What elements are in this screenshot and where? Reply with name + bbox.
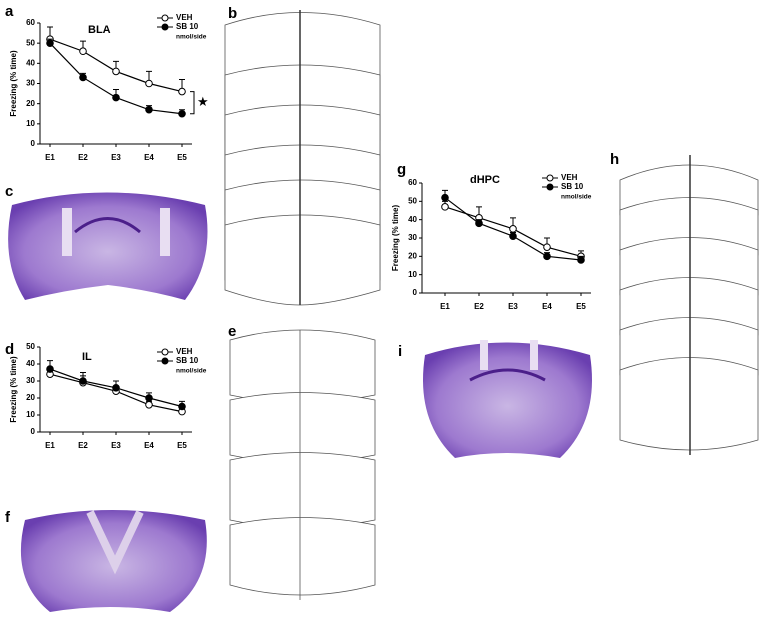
panel-label: b: [228, 5, 237, 22]
data-point: [145, 79, 153, 88]
data-point: [441, 193, 449, 202]
legend-label: VEH: [561, 173, 578, 182]
brain-photo-c: [8, 192, 208, 300]
data-point: [178, 402, 186, 411]
x-tick-label: E5: [576, 302, 586, 311]
legend-note: nmol/side: [561, 194, 592, 201]
brain-sections-h: [619, 155, 759, 455]
y-tick-label: 30: [26, 376, 35, 385]
data-point: [145, 105, 153, 114]
panel-label: c: [5, 183, 13, 200]
brain-photo-i: [423, 340, 592, 458]
legend-marker: [546, 174, 554, 182]
data-point: [577, 256, 585, 264]
y-tick-label: 40: [26, 359, 35, 368]
x-tick-label: E2: [474, 302, 484, 311]
x-tick-label: E3: [508, 302, 518, 311]
chart-title: BLA: [88, 24, 111, 36]
data-point: [46, 39, 54, 47]
panel-label: f: [5, 509, 11, 526]
y-tick-label: 50: [26, 38, 35, 47]
y-tick-label: 40: [26, 58, 35, 67]
x-tick-label: E2: [78, 153, 88, 162]
x-tick-label: E4: [144, 441, 154, 450]
y-axis-label: Freezing (% time): [391, 205, 400, 272]
data-point: [79, 73, 87, 82]
x-tick-label: E1: [45, 441, 55, 450]
legend-note: nmol/side: [176, 34, 207, 41]
x-tick-label: E4: [144, 153, 154, 162]
legend-label: SB 10: [176, 22, 199, 31]
y-tick-label: 0: [31, 427, 36, 436]
y-tick-label: 30: [408, 233, 417, 242]
annotation: ★: [197, 94, 209, 109]
data-point: [441, 203, 449, 211]
y-tick-label: 20: [408, 251, 417, 260]
x-tick-label: E1: [440, 302, 450, 311]
chart-title: IL: [82, 351, 92, 363]
data-point: [543, 243, 551, 251]
y-tick-label: 20: [26, 99, 35, 108]
x-tick-label: E1: [45, 153, 55, 162]
data-point: [509, 225, 517, 233]
data-point: [475, 219, 483, 228]
legend-label: VEH: [176, 13, 193, 22]
y-tick-label: 10: [408, 270, 417, 279]
legend-label: VEH: [176, 347, 193, 356]
data-point: [112, 93, 120, 102]
x-tick-label: E5: [177, 153, 187, 162]
series-line: [49, 42, 183, 115]
x-tick-label: E3: [111, 441, 121, 450]
y-tick-label: 10: [26, 410, 35, 419]
panel-label: g: [397, 161, 406, 178]
y-tick-label: 40: [408, 215, 417, 224]
data-point: [178, 109, 186, 118]
significance-bracket: [190, 91, 195, 115]
data-point: [112, 384, 120, 392]
data-point: [79, 377, 87, 385]
y-tick-label: 30: [26, 79, 35, 88]
y-tick-label: 0: [413, 288, 418, 297]
data-point: [46, 365, 54, 373]
legend-marker: [161, 357, 169, 365]
y-tick-label: 50: [26, 342, 35, 351]
x-tick-label: E3: [111, 153, 121, 162]
data-point: [543, 252, 551, 261]
legend-label: SB 10: [176, 356, 199, 365]
y-axis-label: Freezing (% time): [9, 356, 18, 423]
legend-marker: [161, 348, 169, 356]
y-tick-label: 60: [408, 178, 417, 187]
data-point: [112, 67, 120, 76]
y-tick-label: 0: [31, 139, 36, 148]
legend-marker: [161, 23, 169, 31]
y-tick-label: 20: [26, 393, 35, 402]
y-tick-label: 10: [26, 119, 35, 128]
x-tick-label: E4: [542, 302, 552, 311]
brain-sections-b: [224, 10, 381, 306]
x-tick-label: E5: [177, 441, 187, 450]
panel-label: h: [610, 151, 619, 168]
legend-note: nmol/side: [176, 368, 207, 375]
legend-marker: [161, 14, 169, 22]
x-tick-label: E2: [78, 441, 88, 450]
y-tick-label: 60: [26, 18, 35, 27]
panel-label: d: [5, 341, 14, 358]
y-axis-label: Freezing (% time): [9, 50, 18, 117]
data-point: [509, 232, 517, 240]
legend-marker: [546, 183, 554, 191]
chart-title: dHPC: [470, 174, 500, 186]
panel-label: i: [398, 343, 402, 360]
legend-label: SB 10: [561, 182, 584, 191]
panel-label: a: [5, 3, 14, 20]
brain-photo-f: [20, 510, 207, 612]
y-tick-label: 50: [408, 196, 417, 205]
brain-sections-e: [229, 329, 376, 600]
data-point: [145, 394, 153, 402]
data-point: [79, 47, 87, 56]
panel-label: e: [228, 323, 236, 340]
data-point: [145, 401, 153, 409]
data-point: [178, 87, 186, 96]
